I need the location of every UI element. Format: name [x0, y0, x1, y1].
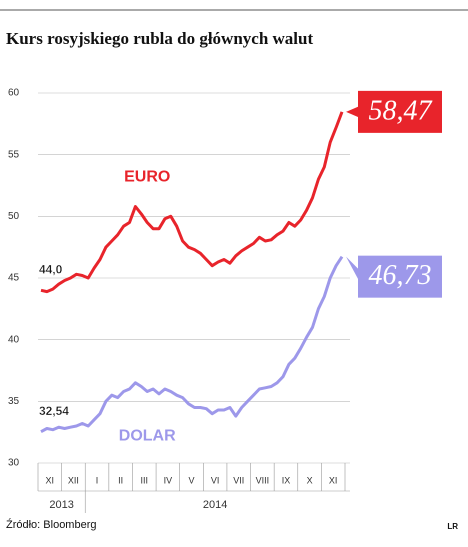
chart-title: Kurs rosyjskiego rubla do głównych walut [6, 29, 313, 48]
x-tick-label: IV [164, 475, 173, 485]
x-tick-label: IX [282, 475, 291, 485]
value-box [358, 255, 442, 298]
x-tick-label: V [188, 475, 194, 485]
y-tick-label: 45 [8, 273, 20, 284]
y-tick-label: 35 [8, 396, 20, 407]
x-tick-label: X [307, 475, 313, 485]
x-tick-label: I [96, 475, 99, 485]
y-tick-label: 30 [8, 458, 20, 469]
year-label: 2013 [49, 499, 73, 511]
x-tick-label: XI [46, 475, 55, 485]
x-tick-label: II [118, 475, 123, 485]
x-tick-label: VIII [256, 475, 270, 485]
series-line [40, 255, 344, 434]
value-label: 58,47 [369, 95, 433, 126]
value-box-pointer [346, 105, 360, 118]
value-box [358, 90, 442, 133]
y-tick-label: 50 [8, 211, 20, 222]
value-label: 44,0 [39, 263, 63, 277]
x-tick-label: XI [329, 475, 338, 485]
x-tick-label: VII [233, 475, 244, 485]
y-tick-label: 40 [8, 334, 20, 345]
value-label: 32,54 [39, 404, 69, 418]
value-box-pointer [346, 256, 360, 283]
year-label: 2014 [203, 499, 227, 511]
x-tick-label: VI [211, 475, 220, 485]
x-tick-label: III [141, 475, 149, 485]
series-name: DOLAR [119, 428, 176, 445]
value-label: 46,73 [369, 260, 432, 291]
series-name: EURO [124, 169, 170, 186]
source: Źródło: Bloomberg [6, 518, 97, 531]
x-tick-label: XII [68, 475, 79, 485]
y-tick-label: 55 [8, 149, 20, 160]
series-line [40, 111, 344, 294]
logo: LR [447, 522, 458, 531]
y-tick-label: 60 [8, 88, 20, 99]
